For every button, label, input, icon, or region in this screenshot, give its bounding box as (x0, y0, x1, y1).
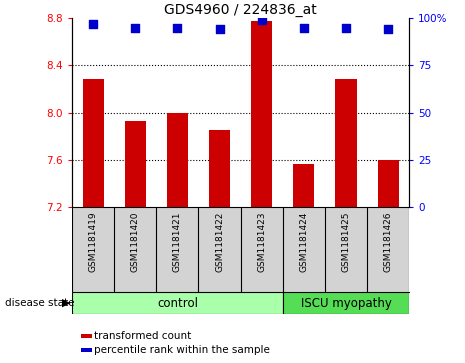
Text: disease state: disease state (5, 298, 74, 308)
Text: GSM1181424: GSM1181424 (299, 211, 308, 272)
Text: GSM1181419: GSM1181419 (89, 211, 98, 272)
Text: percentile rank within the sample: percentile rank within the sample (94, 345, 270, 355)
Bar (72, 292, 283, 314)
Bar (209, 130, 230, 207)
Point (216, 26, 223, 32)
Text: GSM1181423: GSM1181423 (257, 211, 266, 272)
Point (132, 25, 139, 30)
Point (342, 25, 350, 30)
Text: control: control (157, 297, 198, 310)
Point (300, 25, 307, 30)
Bar (125, 121, 146, 207)
Title: GDS4960 / 224836_at: GDS4960 / 224836_at (164, 3, 317, 17)
Text: ▶: ▶ (62, 298, 70, 308)
Bar (83, 79, 104, 207)
Bar (167, 113, 188, 207)
Text: GSM1181426: GSM1181426 (384, 211, 392, 272)
Bar (378, 160, 399, 207)
Text: GSM1181422: GSM1181422 (215, 211, 224, 272)
Bar (293, 164, 314, 207)
Point (258, 17, 266, 23)
Bar (335, 79, 357, 207)
Bar (283, 292, 409, 314)
Text: GSM1181420: GSM1181420 (131, 211, 140, 272)
Bar (251, 21, 272, 207)
Text: transformed count: transformed count (94, 331, 191, 341)
Point (385, 26, 392, 32)
Point (174, 25, 181, 30)
Text: GSM1181425: GSM1181425 (341, 211, 351, 272)
Text: GSM1181421: GSM1181421 (173, 211, 182, 272)
Point (89, 21, 97, 27)
Text: ISCU myopathy: ISCU myopathy (300, 297, 392, 310)
